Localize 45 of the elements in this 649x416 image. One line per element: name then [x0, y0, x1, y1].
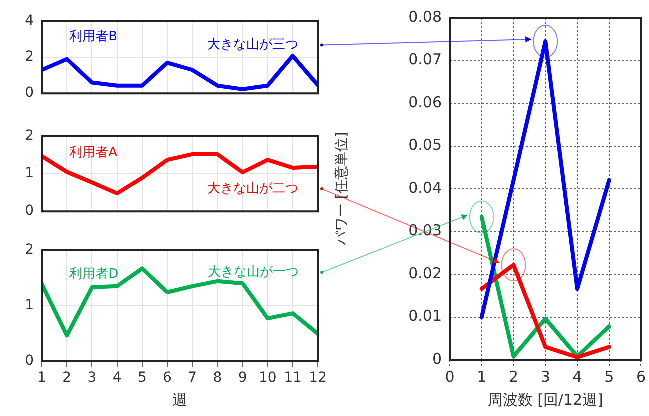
annotation: 大きな山が二つ — [208, 181, 299, 196]
y-tick-label: 0.04 — [408, 178, 442, 197]
x-tick-label: 1 — [477, 368, 487, 386]
x-tick-label: 1 — [38, 370, 46, 386]
x-tick-label: 5 — [604, 368, 614, 386]
y-tick-label: 1 — [25, 166, 34, 182]
x-tick-label: 5 — [138, 370, 147, 386]
x-tick-label: 2 — [62, 370, 72, 386]
series-label: 利用者B — [70, 30, 118, 45]
y-tick-label: 0 — [25, 85, 34, 102]
x-tick-label: 4 — [572, 368, 582, 386]
y-tick-label: 0 — [432, 350, 442, 368]
x-axis-title: 週 — [172, 390, 188, 409]
x-tick-label: 4 — [112, 370, 122, 386]
x-tick-label: 6 — [636, 368, 646, 386]
y-tick-label: 2 — [25, 49, 34, 66]
y-tick-label: 0 — [25, 203, 34, 220]
y-tick-label: 2 — [25, 242, 34, 258]
y-tick-label: 2 — [25, 128, 34, 144]
x-tick-label: 3 — [88, 370, 97, 386]
x-tick-label: 7 — [188, 370, 198, 386]
y-tick-label: 1 — [25, 297, 34, 314]
y-axis-title: パワー [任意単位] — [334, 132, 350, 247]
x-tick-label: 11 — [284, 370, 302, 386]
x-tick-label: 0 — [445, 368, 455, 386]
x-tick-label: 3 — [540, 368, 550, 386]
y-tick-label: 4 — [25, 13, 34, 30]
annotation: 大きな山が三つ — [208, 38, 299, 53]
series-label: 利用者A — [70, 145, 118, 160]
x-tick-label: 8 — [213, 370, 222, 386]
y-tick-label: 0.06 — [408, 93, 442, 112]
x-tick-label: 2 — [508, 368, 519, 386]
annotation: 大きな山が一つ — [208, 264, 299, 280]
x-tick-label: 10 — [258, 370, 277, 386]
y-tick-label: 0 — [25, 352, 34, 369]
x-tick-label: 6 — [163, 370, 172, 386]
y-tick-label: 0.07 — [408, 50, 442, 69]
x-tick-label: 12 — [309, 370, 328, 386]
x-axis-title: 周波数 [回/12週] — [488, 390, 604, 409]
y-tick-label: 0.05 — [408, 136, 442, 154]
series-label: 利用者D — [70, 267, 119, 282]
x-tick-label: 9 — [238, 370, 248, 386]
y-tick-label: 0.01 — [408, 307, 442, 326]
y-tick-label: 0.08 — [408, 8, 442, 26]
y-tick-label: 0.02 — [408, 264, 442, 282]
